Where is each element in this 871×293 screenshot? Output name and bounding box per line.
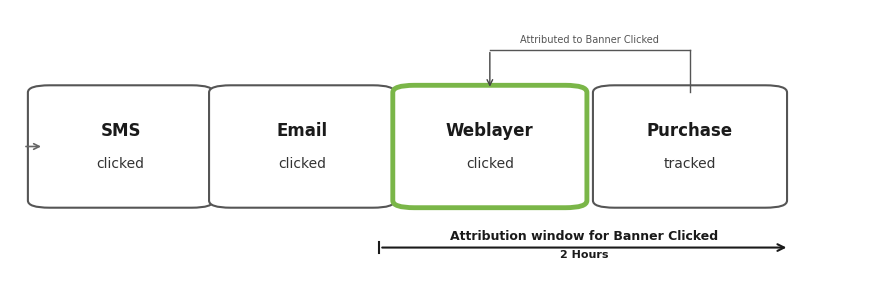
Text: Attribution window for Banner Clicked: Attribution window for Banner Clicked (449, 230, 718, 243)
Text: Attributed to Banner Clicked: Attributed to Banner Clicked (521, 35, 659, 45)
Text: clicked: clicked (278, 156, 326, 171)
Text: clicked: clicked (466, 156, 514, 171)
Text: Weblayer: Weblayer (446, 122, 534, 140)
Text: SMS: SMS (100, 122, 141, 140)
Text: 2 Hours: 2 Hours (560, 250, 608, 260)
Text: tracked: tracked (664, 156, 716, 171)
FancyBboxPatch shape (393, 85, 587, 208)
FancyBboxPatch shape (593, 85, 787, 208)
Text: Email: Email (276, 122, 327, 140)
FancyBboxPatch shape (28, 85, 213, 208)
Text: clicked: clicked (97, 156, 145, 171)
FancyBboxPatch shape (209, 85, 395, 208)
Text: Purchase: Purchase (647, 122, 733, 140)
